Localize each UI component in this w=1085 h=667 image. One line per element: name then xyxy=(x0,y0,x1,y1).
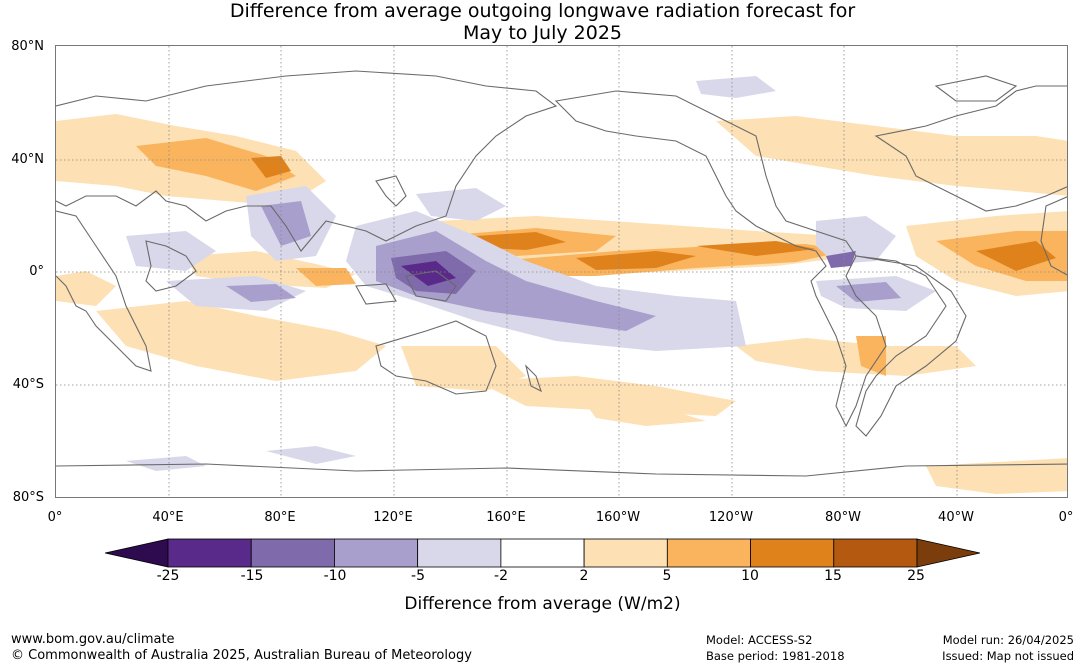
colorbar-cell xyxy=(417,538,502,568)
colorbar-cell xyxy=(666,538,751,568)
colorbar-tick: -10 xyxy=(323,568,347,584)
copyright-text: © Commonwealth of Australia 2025, Austra… xyxy=(11,648,472,663)
olr-anomaly-map xyxy=(55,45,1068,498)
colorbar-cell xyxy=(833,538,918,568)
colorbar-tick: 10 xyxy=(741,568,759,584)
lat-label-40n: 40°N xyxy=(11,152,44,167)
lon-label-80w: 80°W xyxy=(825,510,861,525)
colorbar-label: Difference from average (W/m2) xyxy=(404,594,681,614)
issued-status: Issued: Map not issued xyxy=(942,649,1074,663)
colorbar xyxy=(105,538,980,568)
colorbar-tick: -25 xyxy=(156,568,180,584)
colorbar-tick: 5 xyxy=(662,568,672,584)
colorbar-tick: -2 xyxy=(494,568,508,584)
colorbar-tick: -15 xyxy=(240,568,264,584)
map-title-line1: Difference from average outgoing longwav… xyxy=(229,0,856,22)
graticule xyxy=(56,46,1067,497)
lat-label-80n: 80°N xyxy=(11,39,44,54)
lon-label-0-east: 0° xyxy=(1058,510,1074,525)
colorbar-tick: -5 xyxy=(411,568,425,584)
lon-label-80e: 80°E xyxy=(264,510,296,525)
colorbar-cell xyxy=(750,538,835,568)
lon-label-0: 0° xyxy=(47,510,63,525)
negative-anomaly-regions xyxy=(126,76,936,471)
colorbar-tick: 25 xyxy=(907,568,925,584)
lon-label-120e: 120°E xyxy=(373,510,413,525)
lon-label-40e: 40°E xyxy=(152,510,184,525)
colorbar-extend-high xyxy=(916,538,980,568)
colorbar-cell xyxy=(500,538,585,568)
lat-label-40s: 40°S xyxy=(12,377,44,392)
lon-label-160w: 160°W xyxy=(595,510,641,525)
lon-label-40w: 40°W xyxy=(938,510,974,525)
lat-label-80s: 80°S xyxy=(12,490,44,505)
model-name: Model: ACCESS-S2 xyxy=(706,633,813,647)
positive-anomaly-regions xyxy=(56,114,1067,494)
lat-label-equator: 0° xyxy=(29,264,44,279)
colorbar-tick: 2 xyxy=(579,568,589,584)
colorbar-tick: 15 xyxy=(824,568,842,584)
lon-label-160e: 160°E xyxy=(486,510,526,525)
model-run-date: Model run: 26/04/2025 xyxy=(942,633,1074,647)
base-period: Base period: 1981-2018 xyxy=(706,649,845,663)
colorbar-extend-low xyxy=(105,538,169,568)
map-title-line2: May to July 2025 xyxy=(463,22,622,44)
coastlines xyxy=(56,70,1067,477)
colorbar-cell xyxy=(167,538,252,568)
lon-label-120w: 120°W xyxy=(708,510,754,525)
colorbar-cell xyxy=(583,538,668,568)
colorbar-cell xyxy=(334,538,419,568)
website-link[interactable]: www.bom.gov.au/climate xyxy=(11,632,175,647)
colorbar-cell xyxy=(250,538,335,568)
